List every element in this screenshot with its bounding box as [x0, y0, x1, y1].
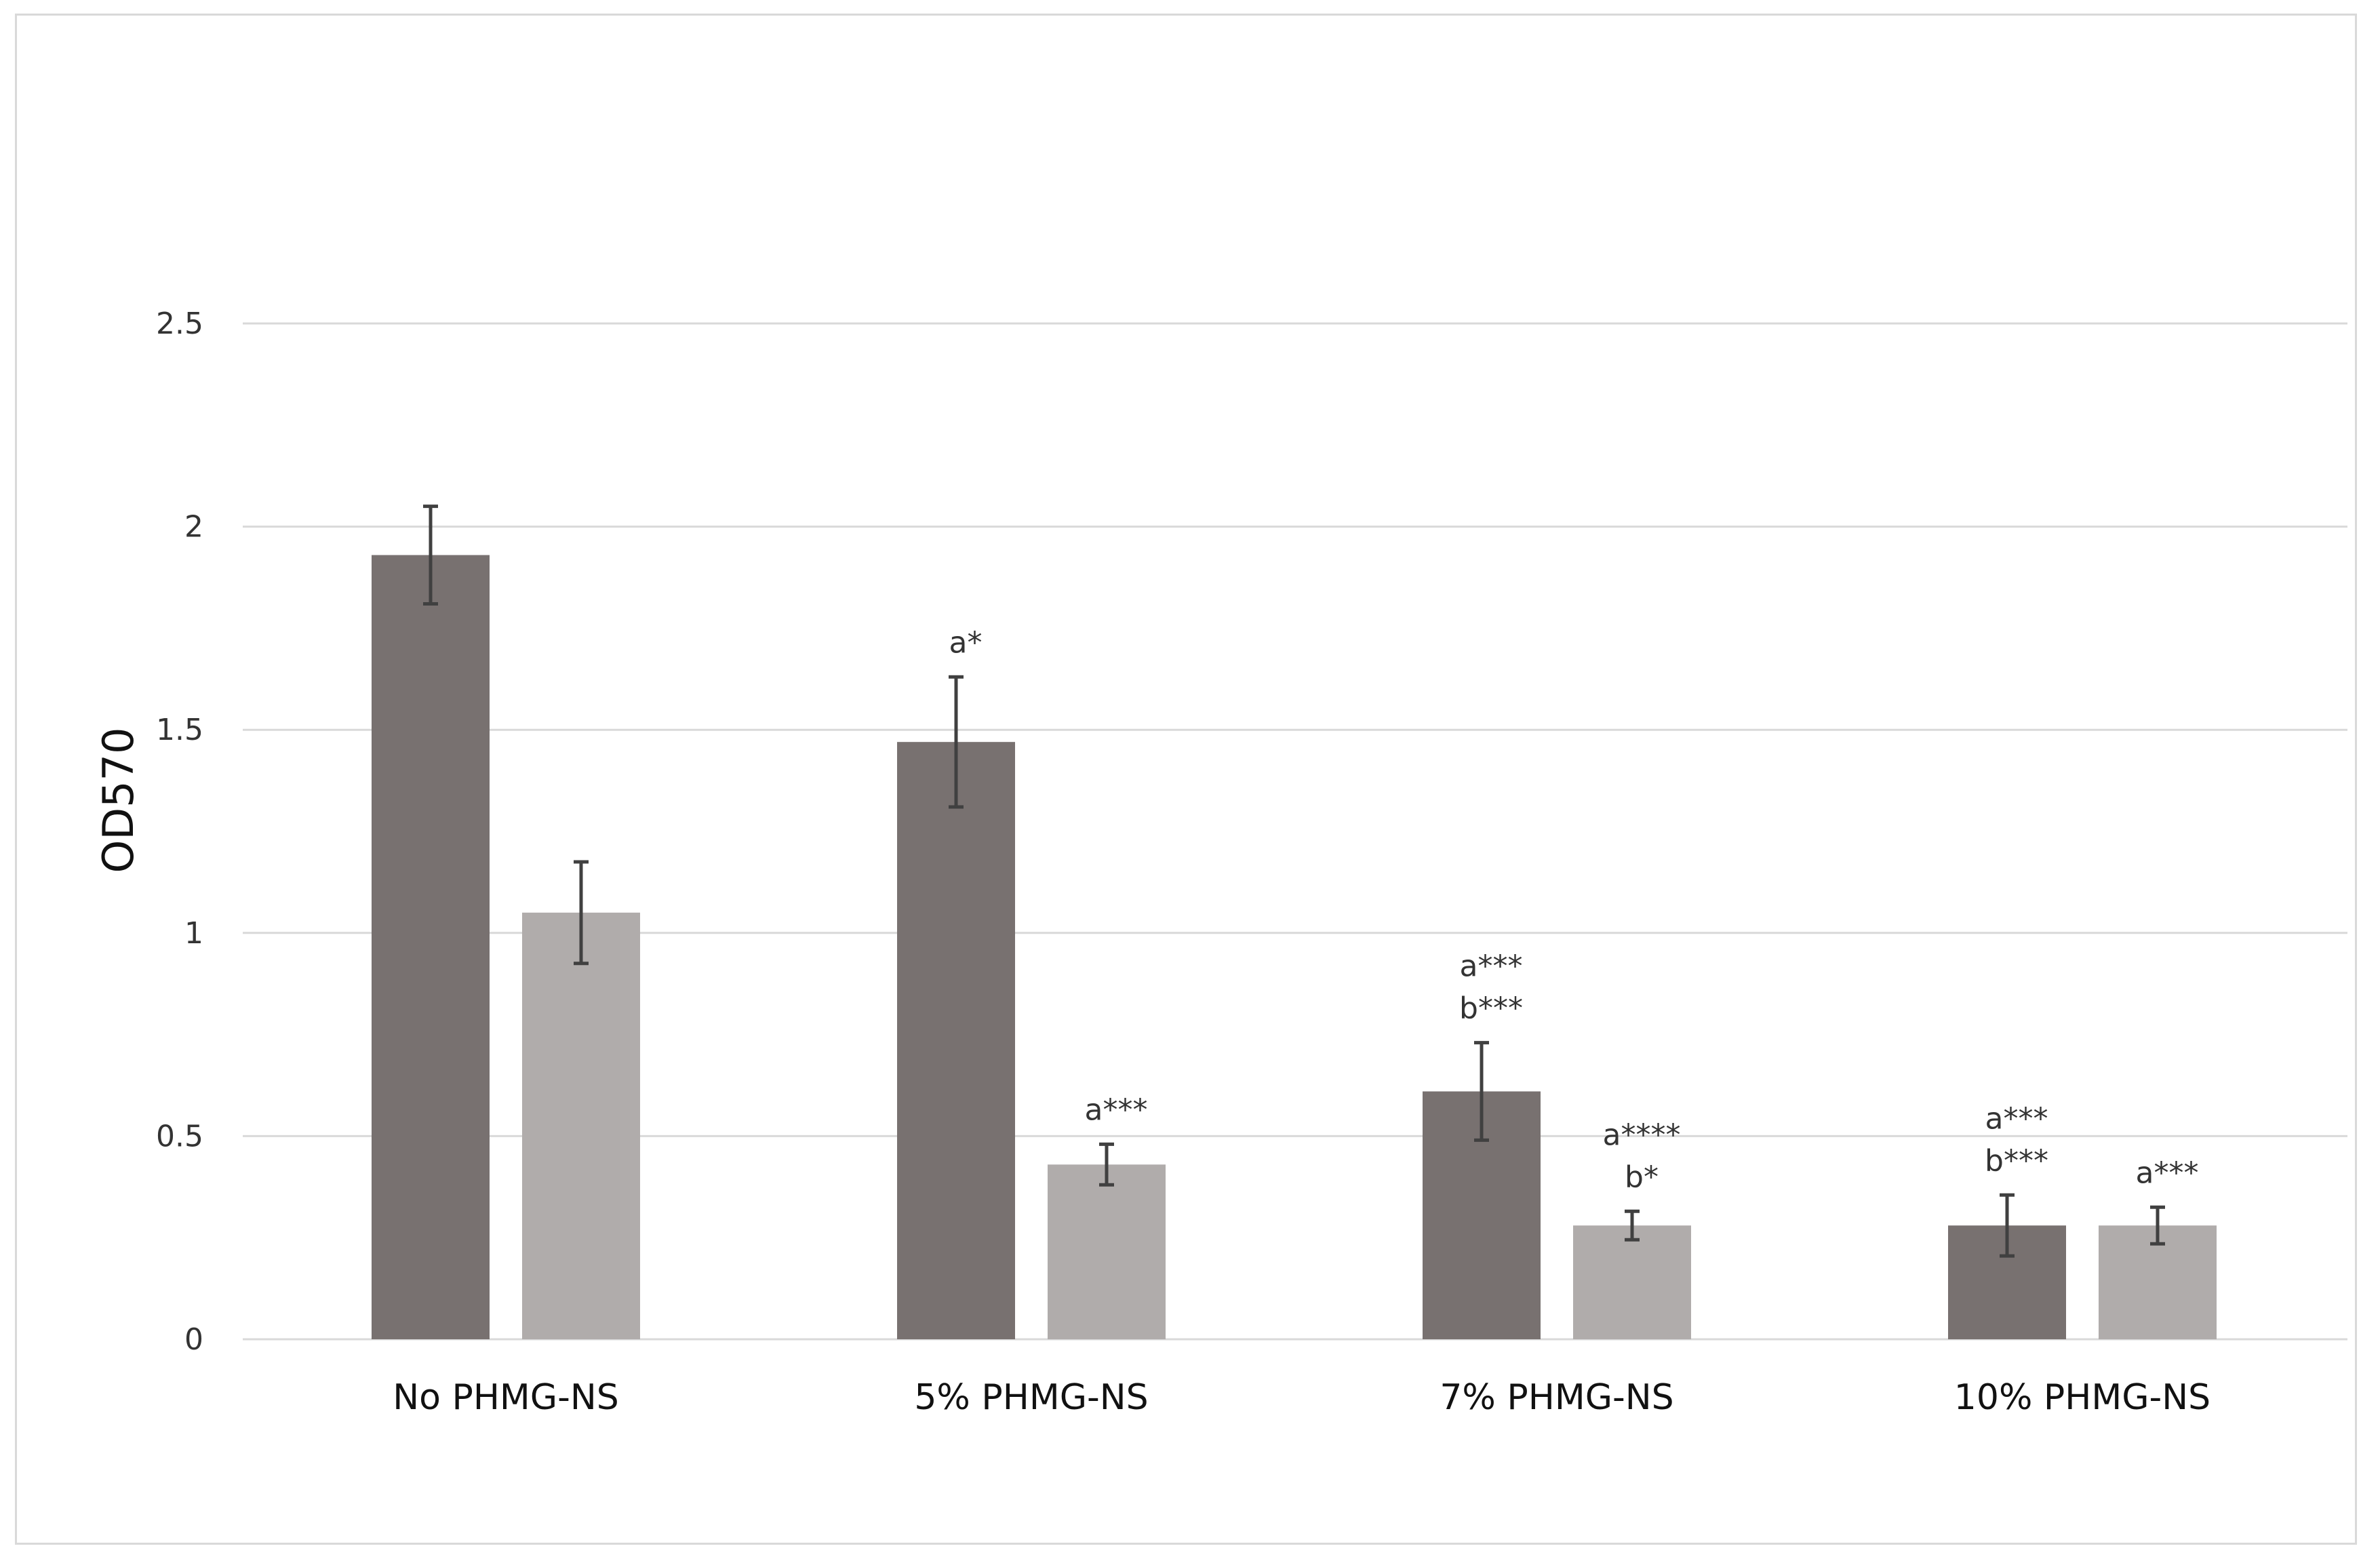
x-category-label: 10% PHMG-NS	[1954, 1377, 2210, 1418]
y-tick-label: 1.5	[156, 713, 203, 747]
significance-label: a***	[1460, 949, 1523, 984]
error-bar	[1099, 1142, 1114, 1187]
x-axis-categories: No PHMG-NS 5% PHMG-NS 7% PHMG-NS 10% PHMG-N…	[393, 1377, 2210, 1418]
bar-2-2	[1048, 1164, 1166, 1339]
significance-label: a****	[1603, 1118, 1681, 1152]
significance-annotations: a* a*** b*** a*** b*** a*** a**** b* a***	[949, 625, 2199, 1194]
error-bar	[1625, 1209, 1640, 1242]
bar-1-1	[372, 555, 490, 1340]
y-tick-label: 2	[184, 510, 203, 545]
significance-label: a***	[1985, 1101, 2048, 1136]
significance-label: b***	[1459, 991, 1523, 1026]
y-axis-ticks: 0 0.5 1 1.5 2 2.5	[156, 307, 203, 1357]
error-bar	[423, 505, 438, 606]
error-bar	[574, 860, 589, 966]
y-axis-title: OD570	[94, 728, 143, 873]
significance-label: a*	[949, 625, 983, 660]
x-category-label: 7% PHMG-NS	[1440, 1377, 1673, 1418]
error-bars	[423, 505, 2165, 1258]
significance-label: a***	[1085, 1092, 1148, 1127]
y-tick-label: 2.5	[156, 307, 203, 341]
error-bar	[1474, 1041, 1489, 1142]
significance-label: b*	[1625, 1160, 1659, 1194]
x-category-label: No PHMG-NS	[393, 1377, 619, 1418]
significance-label: b***	[1985, 1143, 2048, 1178]
error-bar	[2000, 1193, 2015, 1258]
bars	[372, 555, 2217, 1340]
significance-label: a***	[2136, 1155, 2199, 1190]
y-tick-label: 0	[184, 1322, 203, 1357]
error-bar	[2150, 1205, 2165, 1246]
bar-2-1	[522, 912, 640, 1339]
bar-2-3	[1573, 1225, 1691, 1339]
y-tick-label: 0.5	[156, 1119, 203, 1153]
error-bar	[949, 675, 964, 809]
bar-1-2	[897, 742, 1015, 1339]
y-tick-label: 1	[184, 916, 203, 951]
x-category-label: 5% PHMG-NS	[914, 1377, 1148, 1418]
